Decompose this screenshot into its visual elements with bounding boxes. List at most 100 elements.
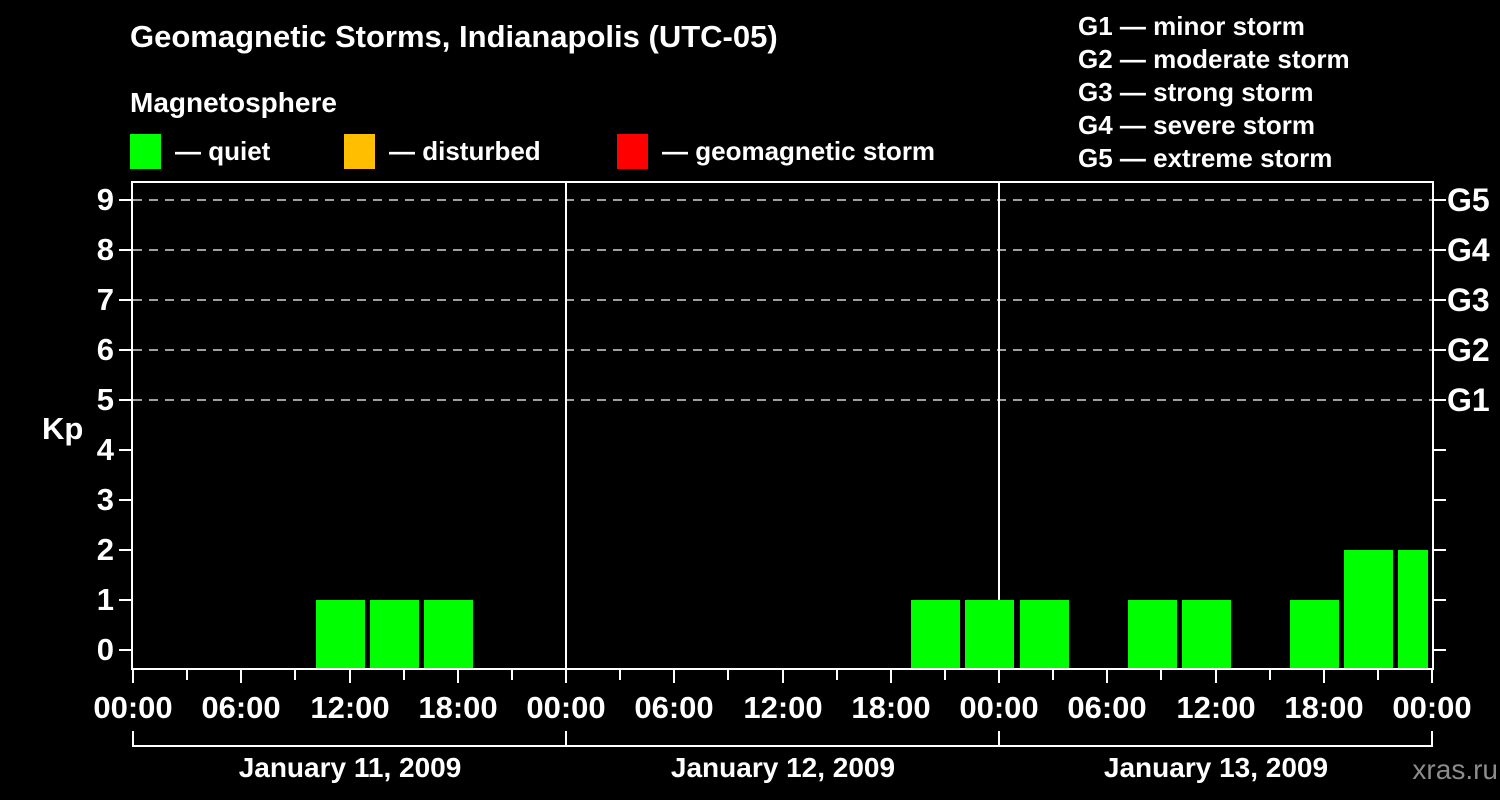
y-tick-left-3 <box>119 499 133 501</box>
x-tick-label: 12:00 <box>310 690 390 725</box>
kp-bar-day2-22h <box>965 600 1014 669</box>
storm-scale-line-3: G3 — strong storm <box>1078 77 1314 107</box>
storm-scale-line-1: G1 — minor storm <box>1078 11 1305 41</box>
date-bracket-line <box>133 745 1433 747</box>
x-tick-minor <box>836 670 838 680</box>
x-tick-label: 18:00 <box>418 690 498 725</box>
x-tick-major <box>457 670 459 683</box>
date-bracket-tick <box>132 731 134 747</box>
date-bracket-tick <box>565 731 567 747</box>
x-tick-major <box>998 670 1000 683</box>
day-boundary-line <box>998 183 1000 668</box>
right-axis-label-g5: G5 <box>1447 182 1490 218</box>
y-tick-left-4 <box>119 449 133 451</box>
right-axis-label-g3: G3 <box>1447 282 1490 318</box>
x-tick-minor <box>294 670 296 680</box>
y-tick-left-2 <box>119 549 133 551</box>
y-tick-right-6 <box>1432 349 1446 351</box>
y-tick-left-8 <box>119 249 133 251</box>
legend-item-disturbed: — disturbed <box>344 133 541 169</box>
y-tick-label-5: 5 <box>96 382 114 417</box>
date-label-day3: January 13, 2009 <box>1103 752 1329 783</box>
y-tick-label-1: 1 <box>96 582 114 617</box>
kp-bar-day3-19h <box>1344 550 1393 669</box>
x-tick-major <box>1106 670 1108 683</box>
y-tick-right-2 <box>1432 549 1446 551</box>
storm-scale-line-5: G5 — extreme storm <box>1078 143 1333 173</box>
chart-title: Geomagnetic Storms, Indianapolis (UTC-05… <box>130 19 778 54</box>
legend-swatch <box>344 133 375 169</box>
right-axis-label-g2: G2 <box>1447 332 1490 368</box>
y-tick-label-0: 0 <box>96 632 114 667</box>
y-tick-right-1 <box>1432 599 1446 601</box>
x-tick-label: 12:00 <box>743 690 823 725</box>
x-tick-label: 18:00 <box>1284 690 1364 725</box>
x-tick-label: 18:00 <box>851 690 931 725</box>
y-tick-right-5 <box>1432 399 1446 401</box>
x-tick-label: 06:00 <box>1067 690 1147 725</box>
x-tick-major <box>782 670 784 683</box>
kp-bar-day3-10h <box>1182 600 1231 669</box>
y-tick-label-9: 9 <box>96 182 114 217</box>
right-axis-label-g1: G1 <box>1447 382 1490 418</box>
plot-border <box>131 181 1434 670</box>
x-tick-minor <box>1052 670 1054 680</box>
y-tick-left-6 <box>119 349 133 351</box>
legend-item-quiet: — quiet <box>130 133 270 169</box>
x-tick-label: 12:00 <box>1176 690 1256 725</box>
watermark: xras.ru <box>1412 754 1498 785</box>
x-tick-major <box>1215 670 1217 683</box>
y-tick-label-3: 3 <box>96 482 114 517</box>
y-tick-right-7 <box>1432 299 1446 301</box>
x-tick-label: 00:00 <box>959 690 1039 725</box>
gridline-kp7 <box>133 299 1432 301</box>
y-tick-label-2: 2 <box>96 532 114 567</box>
y-tick-label-8: 8 <box>96 232 114 267</box>
storm-scale-line-4: G4 — severe storm <box>1078 110 1316 140</box>
x-tick-label: 00:00 <box>526 690 606 725</box>
legend-label: — quiet <box>175 135 271 166</box>
day-boundary-line <box>565 183 567 668</box>
x-tick-label: 00:00 <box>93 690 173 725</box>
right-axis-label-g4: G4 <box>1447 232 1490 268</box>
x-tick-minor <box>619 670 621 680</box>
y-tick-left-5 <box>119 399 133 401</box>
y-tick-right-9 <box>1432 199 1446 201</box>
x-tick-minor <box>403 670 405 680</box>
x-tick-major <box>565 670 567 683</box>
y-tick-right-0 <box>1432 649 1446 651</box>
x-tick-major <box>349 670 351 683</box>
kp-bar-day1-16h <box>424 600 473 669</box>
date-bracket-tick <box>998 731 1000 747</box>
y-tick-right-3 <box>1432 499 1446 501</box>
legend-swatch <box>130 133 161 169</box>
y-tick-label-7: 7 <box>96 282 114 317</box>
y-tick-right-8 <box>1432 249 1446 251</box>
y-tick-left-9 <box>119 199 133 201</box>
gridline-kp6 <box>133 349 1432 351</box>
y-tick-left-0 <box>119 649 133 651</box>
x-tick-major <box>890 670 892 683</box>
y-axis-label: Kp <box>42 411 84 446</box>
x-tick-label: 06:00 <box>201 690 281 725</box>
x-tick-minor <box>186 670 188 680</box>
storm-scale-legend: G1 — minor storm G2 — moderate storm G3 — … <box>1078 10 1350 175</box>
x-tick-label: 06:00 <box>634 690 714 725</box>
x-tick-minor <box>511 670 513 680</box>
legend-item-geomagnetic-storm: — geomagnetic storm <box>617 133 935 169</box>
date-bracket-tick <box>1431 731 1433 747</box>
kp-bar-day3-16h <box>1290 600 1339 669</box>
x-tick-major <box>673 670 675 683</box>
x-tick-major <box>1323 670 1325 683</box>
y-tick-left-1 <box>119 599 133 601</box>
kp-bar-day3-07h <box>1128 600 1177 669</box>
x-tick-minor <box>1160 670 1162 680</box>
x-tick-major <box>240 670 242 683</box>
y-tick-left-7 <box>119 299 133 301</box>
x-tick-label: 00:00 <box>1392 690 1472 725</box>
legend-label: — geomagnetic storm <box>662 135 936 166</box>
date-label-day2: January 12, 2009 <box>670 752 896 783</box>
y-tick-label-4: 4 <box>96 432 114 467</box>
x-tick-minor <box>1269 670 1271 680</box>
